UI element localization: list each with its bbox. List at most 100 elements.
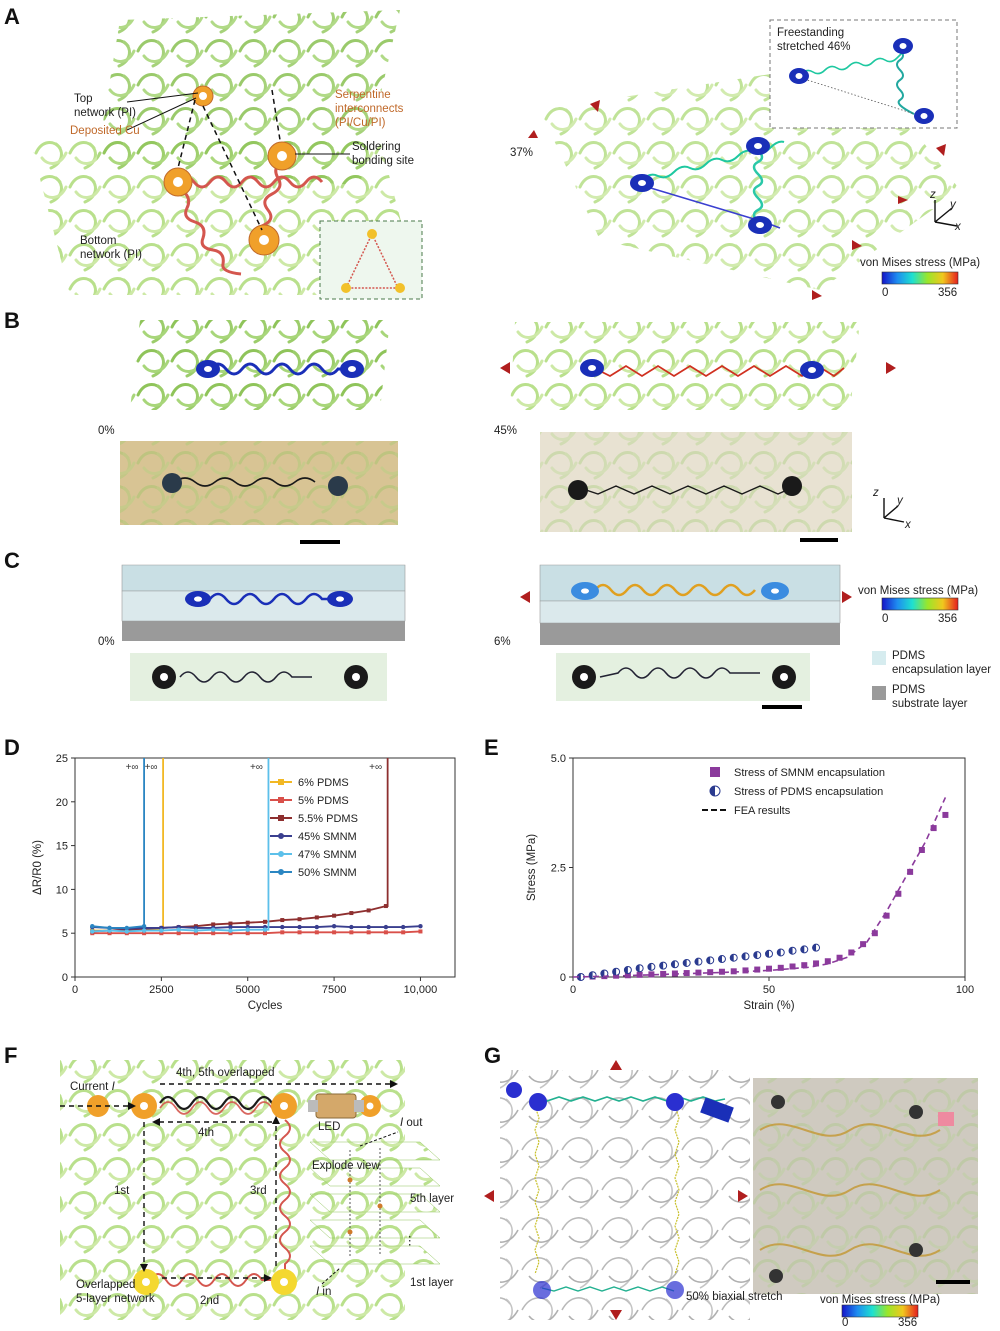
chart-d-legend-marker [278, 851, 284, 857]
chart-d-legend-label: 50% SMNM [298, 867, 357, 879]
chart-e-point-half-fill [647, 963, 652, 971]
chart-d-legend-marker [278, 779, 284, 785]
chart-d-series-line [92, 758, 270, 933]
label-4th: 4th [198, 1127, 214, 1139]
stretch-arrows-g [484, 1060, 748, 1320]
colorbar-c-max: 356 [938, 613, 958, 625]
chart-d-point [245, 927, 250, 932]
scalebar-c-right [762, 705, 802, 709]
label-strain-b-45: 45% [494, 425, 518, 437]
chart-e-point-half-fill [741, 952, 746, 960]
chart-d-point [228, 928, 233, 933]
chart-d-point [159, 928, 164, 933]
stretch-arrows-b [500, 362, 896, 374]
colorbar-g-title: von Mises stress (MPa) [820, 1294, 941, 1306]
chart-d-point [366, 924, 371, 930]
chart-d-point [193, 928, 199, 933]
chart-e-ytick-label: 2.5 [551, 863, 566, 875]
chart-e-point-square [754, 966, 761, 973]
explode-view [309, 1131, 441, 1285]
chart-d-point [141, 928, 147, 933]
panel-letter-d: D [4, 735, 20, 760]
chart-d-point [211, 931, 216, 936]
label-iout: I out [400, 1116, 422, 1130]
chart-d-legend-label: 47% SMNM [298, 849, 357, 861]
chart-d-point [124, 925, 130, 931]
chart-d-ylabel: ΔR/R0 (%) [32, 840, 44, 895]
panel-letter-b: B [4, 308, 20, 333]
chart-d-point [280, 930, 285, 935]
chart-d-ytick-label: 5 [62, 928, 68, 940]
axis-z-b: z [873, 487, 879, 499]
colorbar-c-title: von Mises stress (MPa) [858, 585, 979, 597]
chart-e: 0 50 100 0 2.5 5.0 Strain (%) Stress (MPa) Stres… [526, 753, 974, 1012]
panel-c-figure [121, 564, 959, 709]
chart-d-ytick-label: 15 [56, 841, 68, 853]
chart-d-point [228, 931, 233, 936]
chart-e-legend-marker [710, 767, 720, 777]
chart-e-point-half-fill [577, 973, 581, 981]
chart-e-point-half-fill [706, 956, 711, 964]
chart-e-legend-marker-fill [710, 786, 715, 796]
chart-d-point [280, 918, 285, 923]
chart-e-point-square [813, 960, 820, 967]
top-network [95, 10, 400, 185]
chart-d-series-line [92, 758, 164, 932]
chart-d-point [349, 911, 354, 916]
network-unstretched [130, 320, 390, 410]
chart-d-point [332, 913, 337, 918]
led-g [700, 1097, 734, 1123]
chart-e-point-square [801, 962, 808, 969]
chart-d-legend-label: 45% SMNM [298, 831, 357, 843]
label-current-i: I [111, 1081, 115, 1093]
label-current: Current I [70, 1080, 115, 1094]
panel-letter-g: G [484, 1043, 502, 1068]
chart-d: 0 2500 5000 7500 10,000 0 5 10 15 20 25 Cycles ΔR/R0… [32, 753, 456, 1012]
label-overlap45: 4th, 5th overlapped [176, 1067, 275, 1079]
label-strain-c-6: 6% [494, 636, 511, 648]
axis-x-b: x [905, 519, 911, 531]
axes-triad-a [934, 200, 958, 227]
label-1st: 1st [114, 1185, 130, 1197]
label-iin-text: in [319, 1286, 332, 1298]
chart-d-point [263, 919, 267, 924]
chart-e-point-half-fill [765, 950, 769, 958]
chart-e-point-square [860, 941, 867, 948]
colorbar-g-min: 0 [842, 1317, 849, 1329]
chart-d-point [400, 924, 406, 930]
chart-e-point-square [883, 912, 890, 919]
label-iout-text: out [403, 1117, 423, 1129]
chart-e-point-half-fill [730, 954, 734, 962]
panel-g-figure [484, 1060, 978, 1320]
chart-e-point-half-fill [694, 958, 699, 966]
panel-f-figure [60, 1060, 441, 1320]
label-2nd: 2nd [200, 1295, 220, 1307]
chart-d-point [211, 922, 216, 927]
chart-d-point [383, 904, 388, 909]
chart-d-xtick-label: 5000 [235, 984, 259, 996]
chart-d-point [262, 927, 268, 932]
label-dots: ⋮ [404, 1235, 416, 1247]
label-explode: Explode view [312, 1160, 380, 1172]
chart-e-point-square [836, 954, 843, 961]
serpentine-f-right [279, 1119, 291, 1274]
chart-e-point-half-fill [753, 951, 758, 959]
chart-e-point-square [918, 846, 925, 853]
chart-e-point-half-fill [612, 968, 617, 976]
chart-d-series-line [92, 758, 145, 929]
serpentine-trace-top [176, 175, 324, 189]
led-photo-g [938, 1112, 954, 1126]
colorbar-c [881, 597, 959, 611]
chart-d-legend-marker [278, 815, 284, 821]
chart-e-point-square [718, 968, 725, 975]
chart-d-point [349, 924, 354, 930]
chart-d-point [401, 930, 406, 935]
chart-e-point-square [707, 969, 714, 976]
serpentine-g-right [674, 1105, 680, 1275]
axis-y-b: y [897, 495, 903, 507]
label-top-network: Top network (PI) [74, 93, 136, 119]
colorbar-a-title: von Mises stress (MPa) [860, 257, 981, 269]
label-overlapped-5: Overlapped 5-layer network [76, 1279, 155, 1305]
photo-c-right [556, 653, 810, 701]
network-stretched [510, 322, 860, 410]
